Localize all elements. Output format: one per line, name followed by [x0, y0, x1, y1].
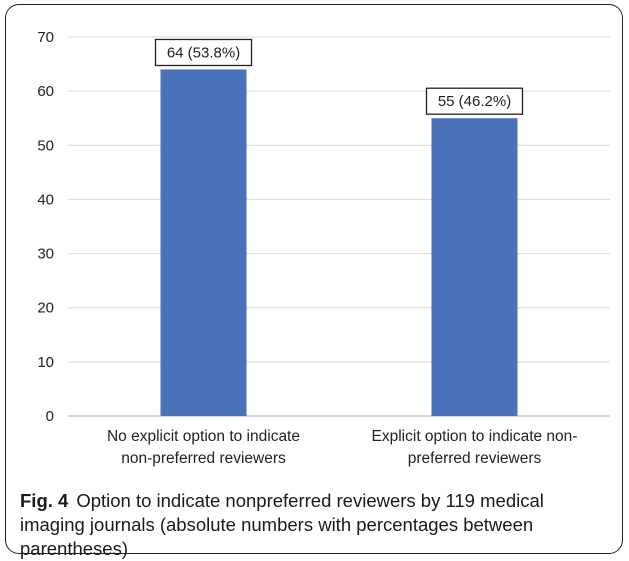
figure-caption: Fig. 4 Option to indicate nonpreferred re…: [20, 489, 610, 561]
bar-chart: 0 10 20 30 40 50 60 70 64 (53.8%) 55 (46.2%) No …: [37, 29, 610, 467]
data-label-text: 55 (46.2%): [438, 93, 511, 110]
data-labels: 64 (53.8%) 55 (46.2%): [154, 38, 524, 115]
data-label-box: [425, 87, 524, 115]
x-category-label: No explicit option to indicate: [107, 428, 300, 445]
data-label-text: 64 (53.8%): [167, 44, 240, 61]
y-axis-ticks: 0 10 20 30 40 50 60 70: [37, 29, 54, 425]
data-label: 55 (46.2%): [425, 87, 524, 115]
bar: [431, 118, 518, 416]
x-category-label: non-preferred reviewers: [121, 450, 286, 467]
gridlines: [68, 36, 610, 417]
y-tick-label: 30: [37, 246, 54, 263]
data-label-box: [154, 38, 253, 67]
x-category-label: preferred reviewers: [408, 450, 542, 467]
y-tick-label: 10: [37, 354, 54, 371]
y-tick-label: 60: [37, 83, 54, 100]
caption-text: Option to indicate nonpreferred reviewer…: [20, 490, 544, 559]
x-category-label: Explicit option to indicate non-: [372, 428, 578, 445]
bar: [160, 69, 247, 416]
y-tick-label: 40: [37, 191, 54, 208]
y-tick-label: 20: [37, 300, 54, 317]
data-label: 64 (53.8%): [154, 38, 253, 67]
figure-panel: 0 10 20 30 40 50 60 70 64 (53.8%) 55 (46.2%) No …: [5, 4, 623, 559]
figure-number: Fig. 4: [20, 490, 69, 511]
y-tick-label: 0: [46, 408, 54, 425]
bars: [160, 69, 518, 416]
y-tick-label: 70: [37, 29, 54, 46]
x-axis-categories: No explicit option to indicate non-prefer…: [107, 428, 577, 467]
y-tick-label: 50: [37, 137, 54, 154]
